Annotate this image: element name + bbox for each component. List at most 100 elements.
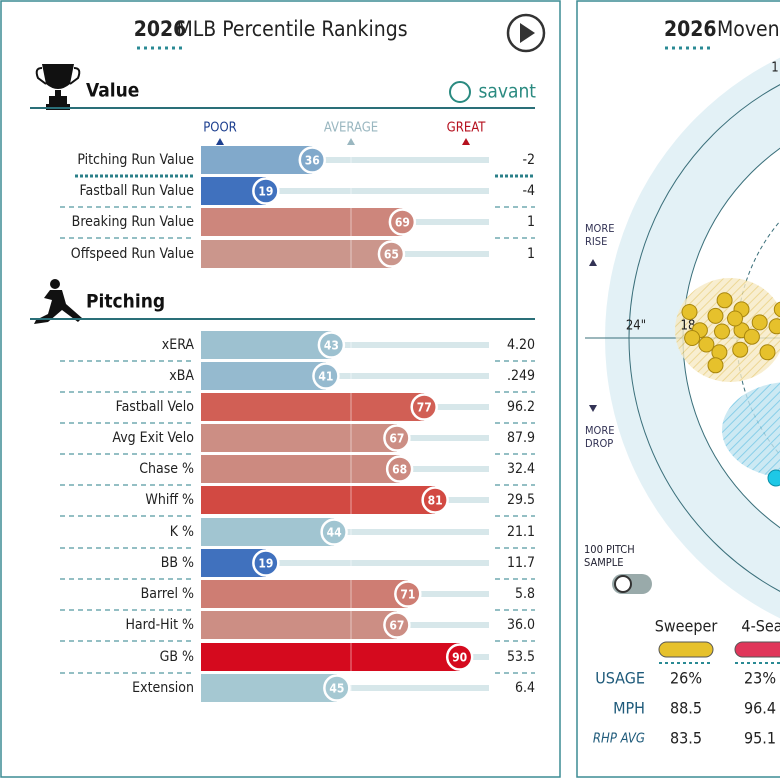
percentile-label: 41	[318, 370, 333, 384]
percentile-dot	[394, 580, 422, 608]
row-stat: 32.4	[507, 461, 535, 477]
title-year: 2026	[134, 17, 187, 41]
row-label: Extension	[132, 680, 194, 696]
row-label: K %	[170, 524, 194, 540]
percentile-dot	[312, 362, 340, 390]
percentile-label: 77	[417, 401, 432, 415]
play-icon	[520, 23, 535, 43]
pitch-dot	[681, 304, 698, 320]
percentile-label: 71	[400, 588, 415, 602]
percentile-dot	[323, 674, 351, 702]
fastball-zone	[722, 382, 780, 478]
row-label: Barrel %	[141, 586, 194, 602]
ring-label: 24"	[626, 319, 646, 334]
pitch-dot	[773, 301, 780, 318]
percentile-label: 45	[329, 682, 344, 696]
row-stat: 29.5	[507, 492, 535, 508]
percentile-dot	[385, 455, 414, 483]
logo: savant	[478, 81, 536, 103]
logo-ball	[449, 81, 471, 103]
scale-label: POOR	[203, 121, 237, 136]
header: 2026 MLB Percentile Rankings	[134, 13, 546, 53]
toggle-knob	[614, 575, 632, 593]
title: Moven	[717, 17, 780, 41]
percentile-label: 81	[428, 494, 443, 508]
pitch-pill[interactable]	[658, 641, 714, 658]
section-title: Value	[86, 80, 139, 102]
rise-arrow	[589, 259, 597, 266]
row-label: xBA	[169, 368, 194, 384]
percentile-label: 65	[384, 248, 399, 262]
row-label: RHP AVG	[593, 732, 645, 747]
drop-label: MORE	[585, 424, 614, 437]
row-stat: 1	[527, 214, 535, 230]
percentile-label: 69	[395, 216, 410, 230]
percentile-dot	[252, 549, 280, 577]
pitch-dot	[751, 314, 768, 331]
percentile-label: 19	[258, 557, 273, 571]
percentile-bar	[201, 146, 313, 174]
row-value: 88.5	[670, 699, 702, 718]
row-stat: .249	[507, 368, 535, 384]
row-stat: 53.5	[507, 649, 535, 665]
percentile-label: 19	[258, 185, 273, 199]
pitch-dot	[732, 341, 749, 358]
row-label: Avg Exit Velo	[112, 430, 194, 446]
row-stat: 11.7	[507, 555, 535, 571]
percentile-label: 43	[324, 339, 339, 353]
row-value: 23%	[744, 669, 776, 688]
row-label: Chase %	[139, 461, 194, 477]
row-stat: 4.20	[507, 337, 535, 353]
percentile-bar	[201, 580, 408, 608]
pitch-dot	[768, 318, 780, 335]
scale-arrow	[462, 138, 470, 145]
scale-label: GREAT	[447, 121, 487, 136]
percentile-bar	[201, 486, 436, 514]
percentile-label: 36	[305, 154, 320, 168]
percentile-dot	[377, 240, 406, 268]
percentile-dot	[388, 208, 417, 236]
percentile-bar	[201, 518, 335, 546]
rise-label: RISE	[585, 235, 607, 248]
row-stat: -2	[522, 152, 535, 168]
percentile-dot	[383, 611, 411, 639]
percentile-label: 68	[392, 463, 407, 477]
pitch-name: Sweeper	[655, 617, 718, 636]
scale-arrow	[347, 138, 355, 145]
row-stat: 1	[527, 246, 535, 262]
pitch-pill[interactable]	[734, 641, 780, 658]
track	[201, 373, 489, 379]
rankings: Value savant POOR AVERAGE GREAT 36 Pitching Ru…	[30, 80, 536, 702]
title-year: 2026	[664, 17, 717, 41]
row-stat: 87.9	[507, 430, 535, 446]
percentile-bar	[201, 611, 397, 639]
pitcher-icon	[34, 279, 82, 324]
row-label: Hard-Hit %	[125, 617, 194, 633]
row-label: MPH	[613, 699, 645, 718]
row-stat: -4	[522, 183, 535, 199]
percentile-dot	[317, 331, 346, 359]
pitch-dot	[759, 344, 776, 361]
row-value: 96.4	[744, 699, 776, 718]
pitch-dot	[707, 307, 724, 324]
percentile-bar	[201, 362, 326, 390]
row-label: Pitching Run Value	[77, 152, 194, 168]
pitch-dot	[714, 323, 730, 340]
percentile-dot	[383, 424, 411, 452]
percentile-bar	[201, 455, 400, 483]
scale-arrow	[216, 138, 224, 145]
row-label: USAGE	[595, 669, 645, 688]
pitch-dot	[684, 330, 701, 346]
row-label: Fastball Run Value	[80, 183, 195, 199]
row-label: Breaking Run Value	[72, 214, 195, 230]
row-value: 26%	[670, 669, 702, 688]
percentile-bar	[201, 674, 337, 702]
row-label: Offspeed Run Value	[71, 246, 194, 262]
rise-label: MORE	[585, 222, 614, 235]
pitch-name: 4-Sea	[741, 617, 780, 636]
pitch-dot	[698, 336, 715, 353]
scale-label: AVERAGE	[324, 121, 378, 136]
